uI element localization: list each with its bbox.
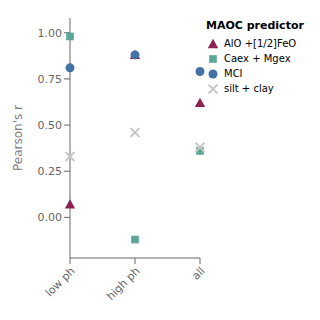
svg-text:all: all: [189, 264, 207, 282]
html-text:AlO +[1/2]FeO: AlO +[1/2]FeO: [224, 38, 297, 49]
svg-text:Pearson's r: Pearson's r: [11, 105, 25, 171]
svg-text:0.00: 0.00: [38, 211, 63, 224]
svg-text:high ph: high ph: [104, 264, 143, 303]
html-text:silt + clay: silt + clay: [224, 83, 274, 94]
svg-text:1.00: 1.00: [38, 27, 63, 40]
svg-text:0.75: 0.75: [38, 73, 63, 86]
html-text:Caex + Mgex: Caex + Mgex: [224, 53, 291, 64]
svg-text:low ph: low ph: [43, 264, 78, 299]
html-text:MCI: MCI: [224, 68, 243, 79]
svg-text:0.25: 0.25: [38, 165, 63, 178]
html-text:MAOC predictor: MAOC predictor: [206, 19, 304, 32]
svg-text:0.50: 0.50: [38, 119, 63, 132]
